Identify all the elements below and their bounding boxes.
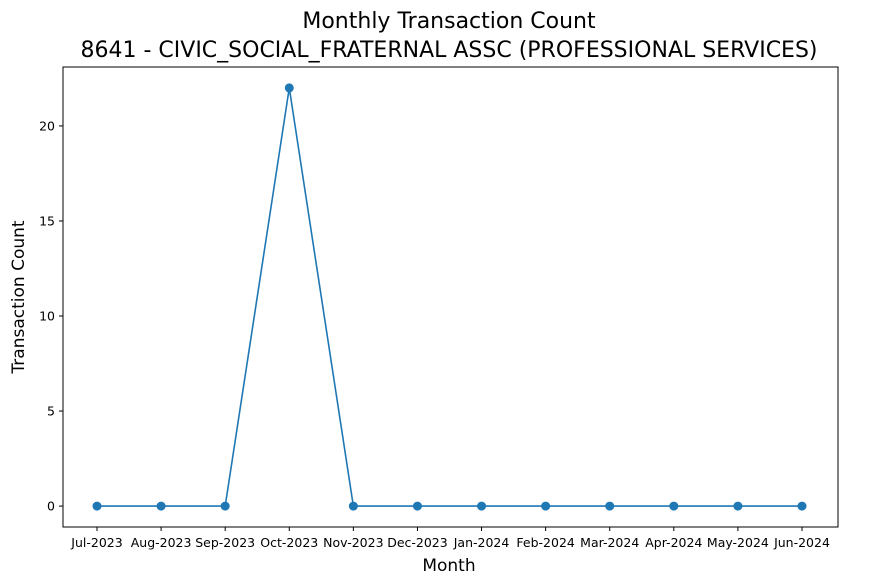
data-point xyxy=(797,501,807,511)
y-axis-ticks: 0 5 10 15 20 xyxy=(39,118,63,514)
x-tick-label: Jan-2024 xyxy=(453,535,510,550)
x-tick-label: Aug-2023 xyxy=(131,535,192,550)
y-tick-label: 0 xyxy=(47,499,55,514)
x-tick-label: Oct-2023 xyxy=(260,535,318,550)
data-point xyxy=(541,501,551,511)
x-tick-label: Mar-2024 xyxy=(580,535,639,550)
x-tick-label: Dec-2023 xyxy=(387,535,448,550)
data-point xyxy=(220,501,230,511)
data-point xyxy=(605,501,615,511)
y-tick-label: 20 xyxy=(39,118,55,133)
x-tick-label: May-2024 xyxy=(707,535,769,550)
x-axis-label: Month xyxy=(422,556,475,576)
data-point xyxy=(477,501,487,511)
y-tick-label: 10 xyxy=(39,309,55,324)
data-point xyxy=(669,501,679,511)
series-line xyxy=(97,87,802,507)
data-point xyxy=(733,501,743,511)
data-point xyxy=(412,501,422,511)
x-axis-ticks: Jul-2023 Aug-2023 Sep-2023 Oct-2023 Nov-2023… xyxy=(70,527,830,550)
data-point xyxy=(284,83,294,93)
y-axis-label: Transaction Count xyxy=(9,220,29,374)
x-tick-label: Jul-2023 xyxy=(70,535,122,550)
chart-title: Monthly Transaction Count xyxy=(302,9,596,34)
x-tick-label: Jun-2024 xyxy=(773,535,830,550)
data-point xyxy=(348,501,358,511)
x-tick-label: Apr-2024 xyxy=(645,535,702,550)
x-tick-label: Feb-2024 xyxy=(516,535,575,550)
x-tick-label: Nov-2023 xyxy=(323,535,383,550)
data-point xyxy=(156,501,166,511)
x-tick-label: Sep-2023 xyxy=(195,535,255,550)
y-tick-label: 5 xyxy=(47,404,55,419)
data-point xyxy=(92,501,102,511)
series-layer xyxy=(92,83,807,511)
y-tick-label: 15 xyxy=(39,213,55,228)
plot-area-frame xyxy=(62,66,839,528)
chart-subtitle: 8641 - CIVIC_SOCIAL_FRATERNAL ASSC (PROF… xyxy=(81,38,818,63)
